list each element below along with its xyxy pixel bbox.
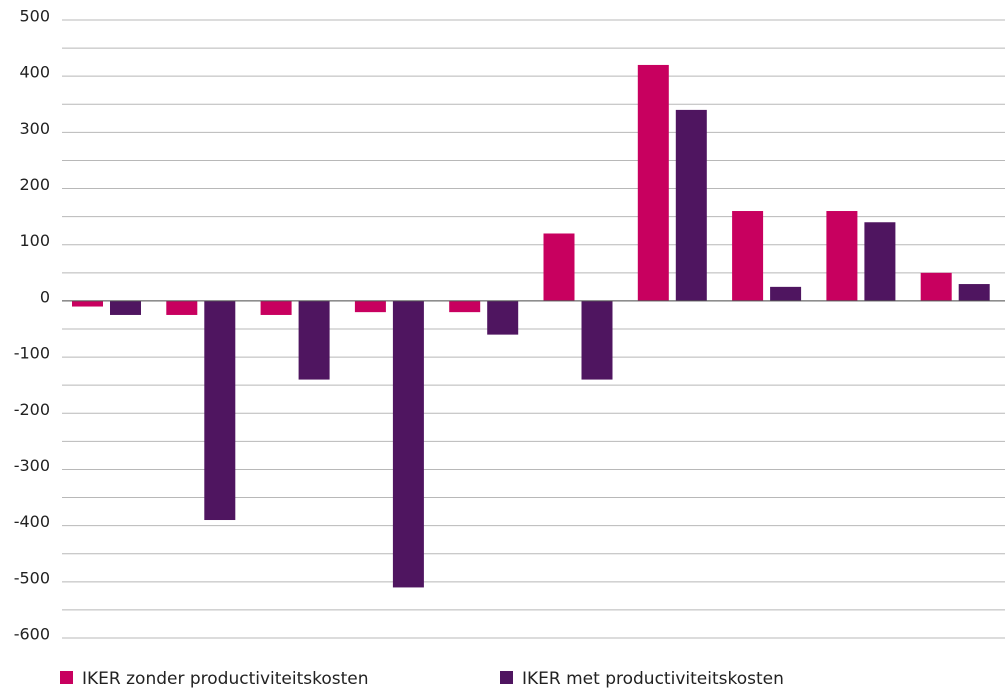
- y-tick-label: -300: [14, 456, 50, 475]
- bar: [675, 109, 707, 301]
- bar: [298, 300, 330, 380]
- y-tick-label: 300: [19, 119, 50, 138]
- bar: [543, 233, 575, 301]
- legend-swatch: [60, 671, 73, 684]
- bar: [770, 286, 802, 301]
- bar: [354, 300, 386, 313]
- bar: [110, 300, 141, 315]
- legend-label: IKER met productiviteitskosten: [522, 669, 784, 689]
- legend-swatch: [500, 671, 513, 684]
- y-tick-label: 100: [19, 231, 50, 250]
- y-tick-label: -400: [14, 512, 50, 531]
- y-tick-label: -100: [14, 344, 50, 363]
- y-tick-label: 200: [19, 175, 50, 194]
- y-tick-label: -500: [14, 568, 50, 587]
- bar: [864, 222, 896, 301]
- bar: [637, 64, 669, 301]
- bar: [260, 300, 292, 315]
- y-tick-label: -200: [14, 400, 50, 419]
- bar: [204, 300, 236, 521]
- bar: [826, 211, 858, 301]
- bar: [166, 300, 198, 315]
- bar: [487, 300, 519, 335]
- y-tick-label: -600: [14, 625, 50, 644]
- bar: [581, 300, 613, 380]
- bar: [732, 211, 764, 301]
- bar: [958, 284, 990, 301]
- bar: [72, 300, 103, 307]
- y-tick-label: 500: [19, 7, 50, 26]
- y-tick-label: 400: [19, 63, 50, 82]
- bar: [920, 272, 952, 301]
- bar: [392, 300, 424, 588]
- legend-label: IKER zonder productiviteitskosten: [82, 669, 369, 689]
- y-tick-label: 0: [40, 287, 50, 306]
- bar: [449, 300, 481, 313]
